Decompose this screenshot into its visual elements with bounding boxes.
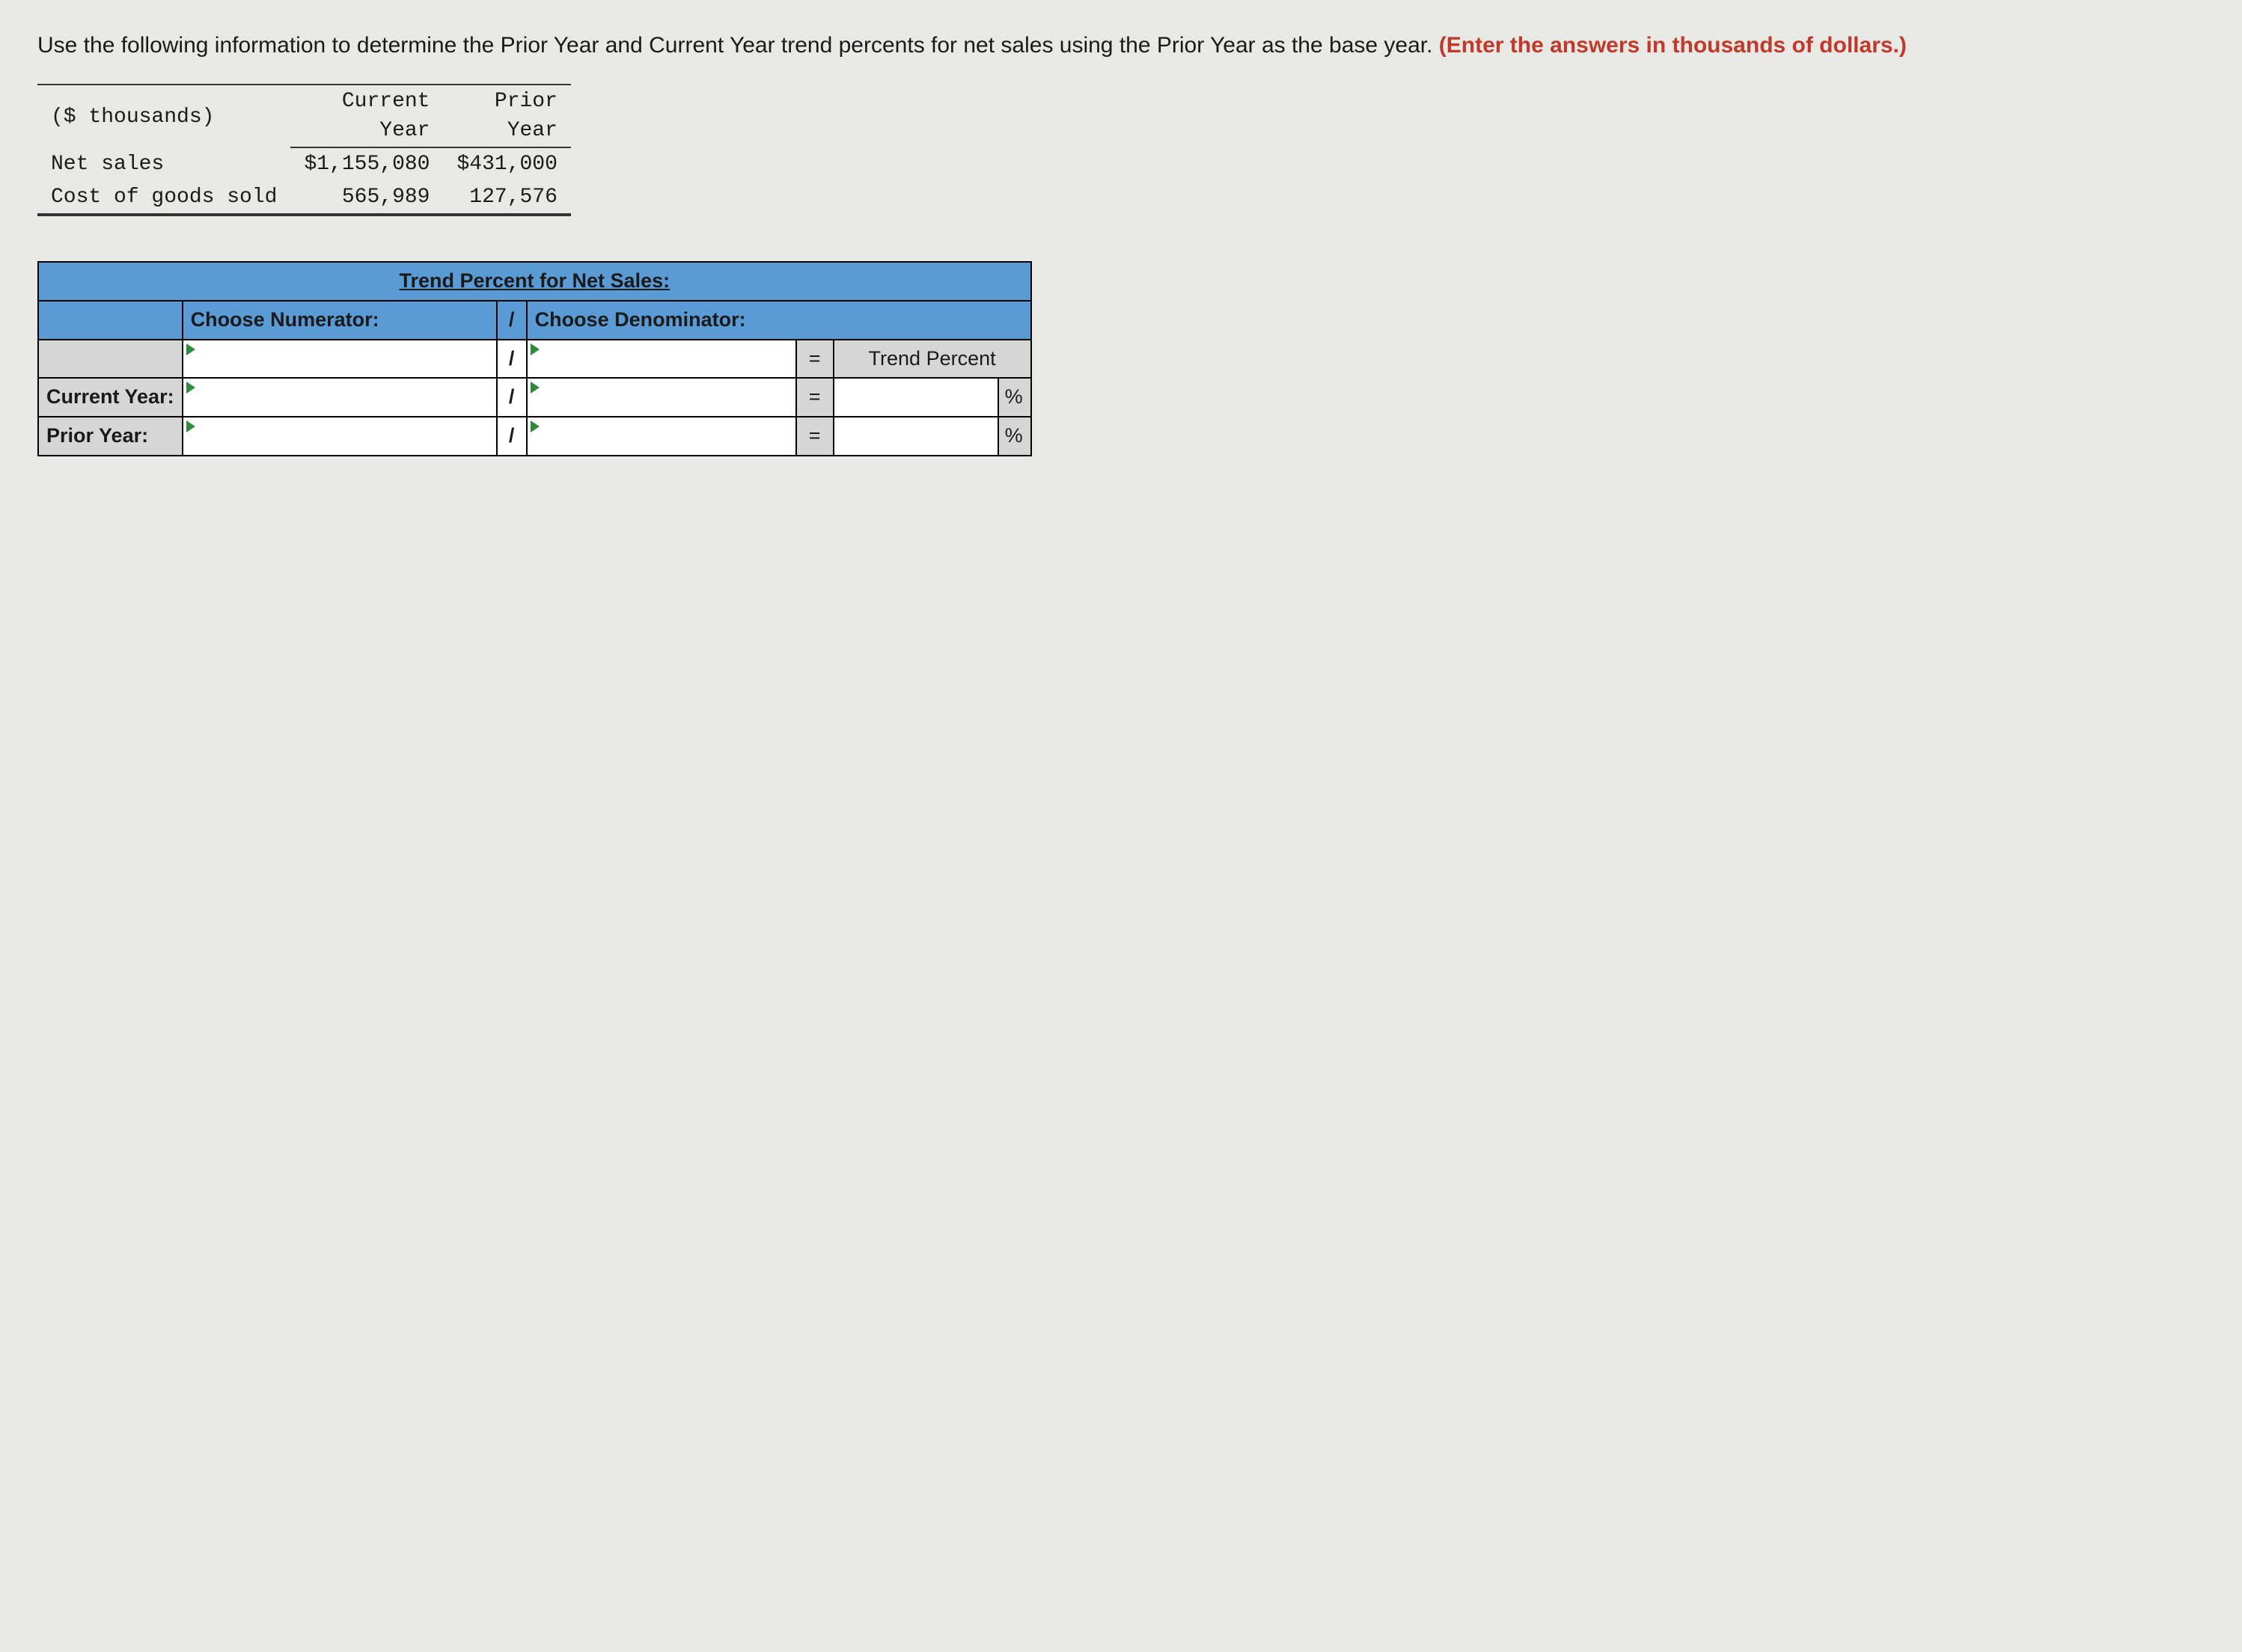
data-unit-header: ($ thousands) [37,85,290,147]
trend-formula-row: / = Trend Percent [38,340,1031,379]
data-row: Net sales $1,155,080 $431,000 [37,147,571,180]
data-row-prior: $431,000 [443,147,570,180]
dropdown-arrow-icon [531,420,540,432]
instruction-emphasis: (Enter the answers in thousands of dolla… [1439,33,1907,58]
dropdown-arrow-icon [531,343,540,355]
denominator-dropdown[interactable] [527,340,796,379]
trend-title: Trend Percent for Net Sales: [399,269,670,292]
equals-cell: = [796,378,834,417]
trend-header-numerator: Choose Numerator: [183,301,497,340]
percent-label: % [998,417,1031,456]
trend-row-label: Prior Year: [38,417,183,456]
given-data-table: ($ thousands) Current Prior Year Year Ne… [37,84,571,216]
dropdown-arrow-icon [531,382,540,394]
dropdown-arrow-icon [186,382,195,394]
data-row: Cost of goods sold 565,989 127,576 [37,181,571,213]
trend-percent-table: Trend Percent for Net Sales: Choose Nume… [37,261,1032,456]
trend-title-cell: Trend Percent for Net Sales: [38,262,1031,301]
denominator-dropdown[interactable] [527,417,796,456]
data-row-label: Net sales [37,147,290,180]
data-row-label: Cost of goods sold [37,181,290,213]
slash-cell: / [497,340,527,379]
trend-percent-input[interactable] [834,378,998,417]
equals-cell: = [796,417,834,456]
trend-percent-input[interactable] [834,417,998,456]
data-col-current-top: Current [290,85,443,116]
slash-cell: / [497,378,527,417]
data-row-current: $1,155,080 [290,147,443,180]
data-col-current-bot: Year [290,116,443,147]
slash-cell: / [497,417,527,456]
trend-header-blank [38,301,183,340]
denominator-dropdown[interactable] [527,378,796,417]
trend-header-denominator: Choose Denominator: [527,301,1031,340]
data-col-prior-top: Prior [443,85,570,116]
numerator-dropdown[interactable] [183,378,497,417]
data-row-current: 565,989 [290,181,443,213]
trend-row-label [38,340,183,379]
data-col-prior-bot: Year [443,116,570,147]
dropdown-arrow-icon [186,343,195,355]
percent-label: % [998,378,1031,417]
trend-current-year-row: Current Year: / = % [38,378,1031,417]
data-row-prior: 127,576 [443,181,570,213]
instruction-main: Use the following information to determi… [37,33,1439,58]
trend-header-slash: / [497,301,527,340]
trend-result-header: Trend Percent [834,340,1031,379]
numerator-dropdown[interactable] [183,340,497,379]
equals-cell: = [796,340,834,379]
trend-row-label: Current Year: [38,378,183,417]
numerator-dropdown[interactable] [183,417,497,456]
trend-prior-year-row: Prior Year: / = % [38,417,1031,456]
dropdown-arrow-icon [186,420,195,432]
instruction-text: Use the following information to determi… [37,30,2205,61]
